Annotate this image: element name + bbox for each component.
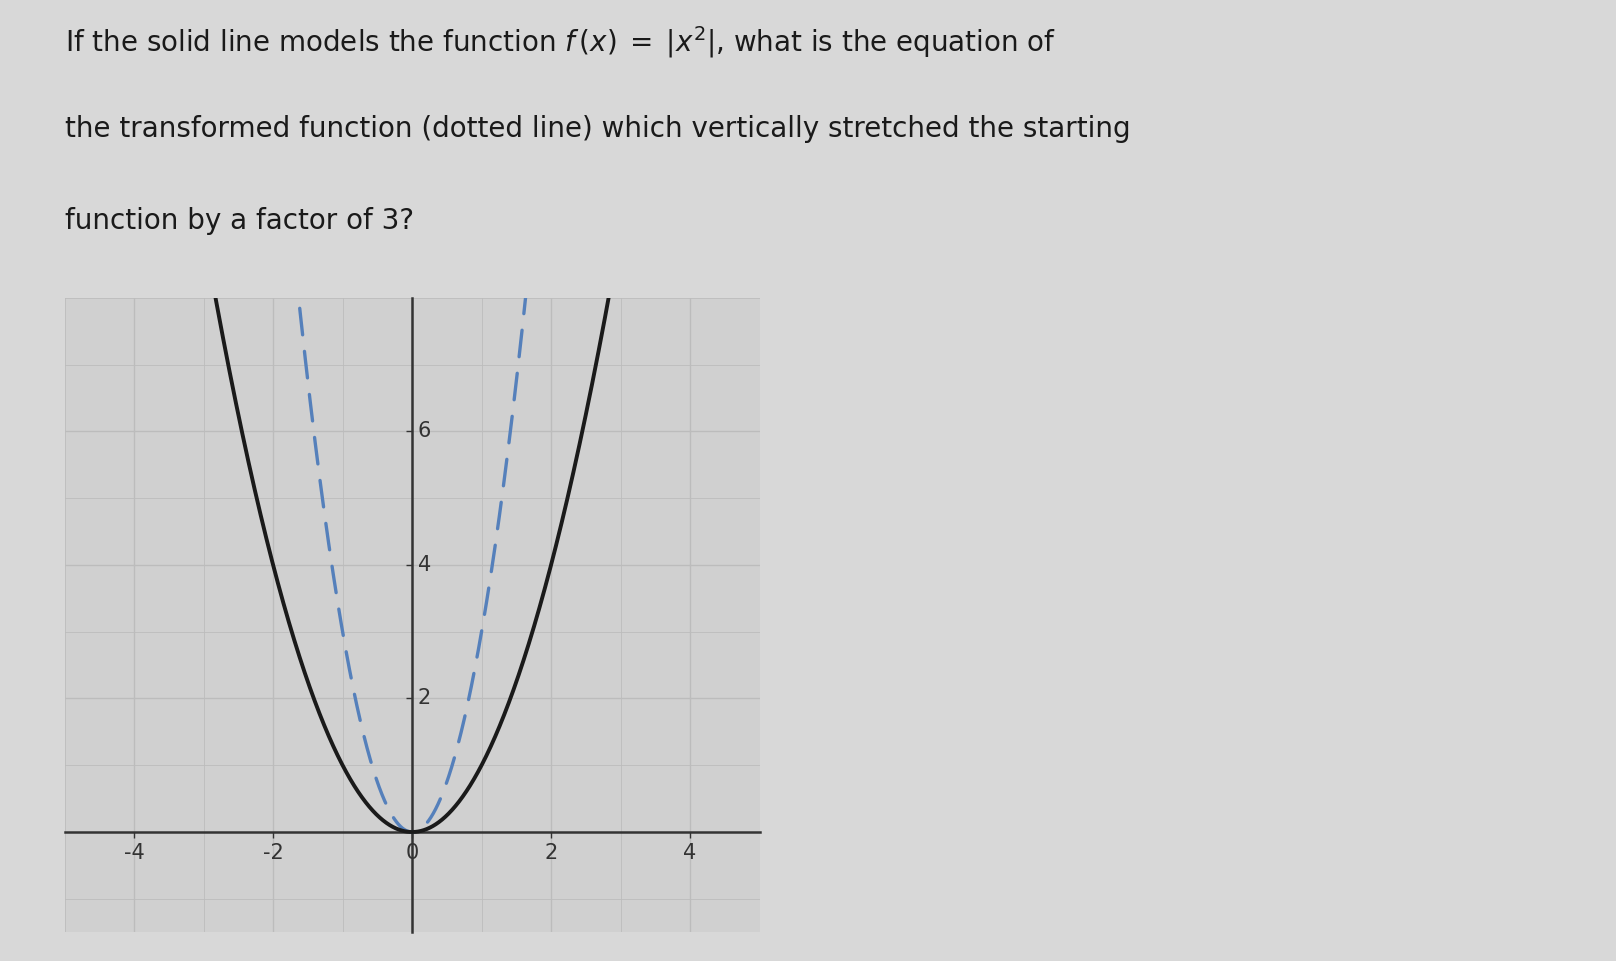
Text: 6: 6 [417, 422, 431, 441]
Text: the transformed function (dotted line) which vertically stretched the starting: the transformed function (dotted line) w… [65, 115, 1130, 143]
Text: 4: 4 [417, 554, 431, 575]
Text: function by a factor of 3?: function by a factor of 3? [65, 207, 414, 234]
Text: If the solid line models the function $f\,(x)\;=\;|x^2|$, what is the equation o: If the solid line models the function $f… [65, 24, 1055, 60]
Text: 2: 2 [417, 688, 431, 708]
